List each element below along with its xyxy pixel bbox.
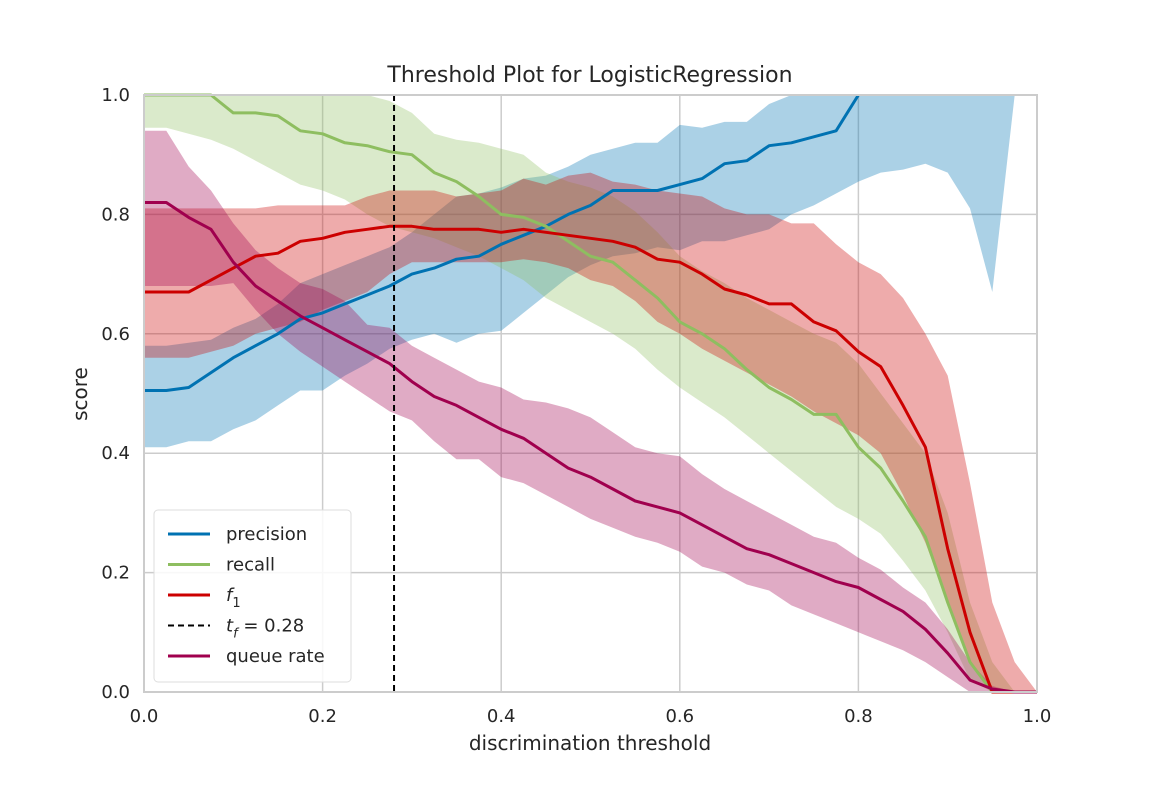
legend-label-precision: precision xyxy=(226,524,307,545)
legend-label-queue-rate: queue rate xyxy=(226,646,325,667)
y-tick-label: 1.0 xyxy=(101,85,130,106)
recall-band xyxy=(144,95,1037,692)
legend-label-recall: recall xyxy=(226,555,275,576)
confidence-bands xyxy=(144,95,1037,693)
precision-band xyxy=(144,95,1037,448)
series-lines xyxy=(144,93,1037,694)
y-tick-label: 0.6 xyxy=(101,324,130,345)
y-tick-label: 0.0 xyxy=(101,682,130,703)
chart-title: Threshold Plot for LogisticRegression xyxy=(386,63,792,88)
x-tick-label: 0.8 xyxy=(844,706,873,727)
x-tick-label: 0.2 xyxy=(308,706,337,727)
x-axis-ticks: 0.0 0.2 0.4 0.6 0.8 1.0 xyxy=(130,706,1052,727)
recall-line xyxy=(144,93,1037,694)
x-tick-label: 1.0 xyxy=(1023,706,1052,727)
y-axis-label: score xyxy=(68,367,92,421)
y-axis-ticks: 0.0 0.2 0.4 0.6 0.8 1.0 xyxy=(101,85,130,703)
legend-label-f: f1 xyxy=(226,585,241,611)
x-tick-label: 0.0 xyxy=(130,706,159,727)
legend-box xyxy=(153,509,352,683)
x-tick-label: 0.6 xyxy=(665,706,694,727)
legend-label-threshold: tf = 0.28 xyxy=(226,616,304,642)
y-tick-label: 0.8 xyxy=(101,204,130,225)
x-tick-label: 0.4 xyxy=(487,706,516,727)
x-axis-label: discrimination threshold xyxy=(469,731,711,755)
plot-frame xyxy=(143,94,1038,693)
f-line xyxy=(144,224,1037,694)
precision-line xyxy=(144,94,860,392)
y-tick-label: 0.4 xyxy=(101,443,130,464)
queue-rate-line xyxy=(144,201,1037,694)
y-tick-label: 0.2 xyxy=(101,563,130,584)
legend: precision recall f1 tf = 0.28 queue rate xyxy=(153,509,352,683)
f-band xyxy=(144,172,1037,693)
queue-rate-band xyxy=(144,130,1037,693)
